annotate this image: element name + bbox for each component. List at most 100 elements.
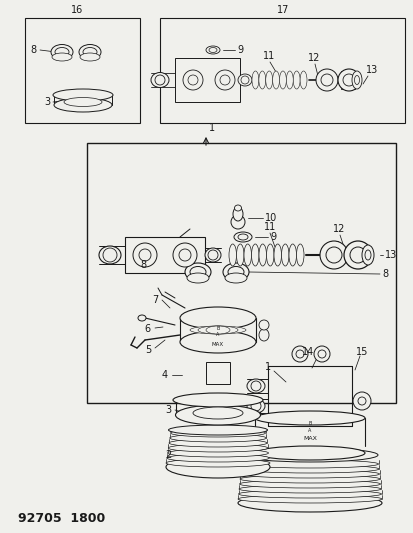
Ellipse shape xyxy=(233,207,243,221)
Circle shape xyxy=(251,401,261,411)
Text: MAX: MAX xyxy=(212,342,224,346)
Ellipse shape xyxy=(237,244,244,266)
Ellipse shape xyxy=(252,71,259,89)
Ellipse shape xyxy=(180,331,256,353)
Ellipse shape xyxy=(239,485,381,493)
Ellipse shape xyxy=(167,454,269,462)
Ellipse shape xyxy=(259,244,266,266)
Circle shape xyxy=(188,75,198,85)
Circle shape xyxy=(358,397,366,405)
Text: 14: 14 xyxy=(302,347,314,357)
Text: 8: 8 xyxy=(382,269,388,279)
Ellipse shape xyxy=(241,465,379,473)
Circle shape xyxy=(320,241,348,269)
Ellipse shape xyxy=(259,320,269,330)
Text: 15: 15 xyxy=(356,347,368,357)
Ellipse shape xyxy=(362,245,374,265)
Text: 1: 1 xyxy=(209,123,215,133)
Ellipse shape xyxy=(187,273,209,283)
Ellipse shape xyxy=(190,266,206,278)
Circle shape xyxy=(326,247,342,263)
Text: 6: 6 xyxy=(144,324,150,334)
Text: 11: 11 xyxy=(264,222,276,232)
Ellipse shape xyxy=(223,263,249,281)
Text: 2: 2 xyxy=(165,450,171,460)
Ellipse shape xyxy=(169,439,267,447)
Circle shape xyxy=(155,75,165,85)
Ellipse shape xyxy=(266,244,274,266)
Ellipse shape xyxy=(234,232,252,242)
Ellipse shape xyxy=(273,71,280,89)
Ellipse shape xyxy=(229,244,237,266)
Circle shape xyxy=(179,249,191,261)
Ellipse shape xyxy=(235,205,242,211)
Ellipse shape xyxy=(180,307,256,329)
Circle shape xyxy=(353,392,371,410)
Ellipse shape xyxy=(238,495,382,503)
Circle shape xyxy=(316,69,338,91)
Ellipse shape xyxy=(169,425,268,435)
Text: 8: 8 xyxy=(30,45,36,55)
Text: 5: 5 xyxy=(145,345,151,355)
Ellipse shape xyxy=(282,244,289,266)
Ellipse shape xyxy=(293,71,300,89)
Bar xyxy=(348,245,364,265)
Ellipse shape xyxy=(274,244,282,266)
Ellipse shape xyxy=(176,405,261,425)
Ellipse shape xyxy=(259,71,266,89)
Text: 92705  1800: 92705 1800 xyxy=(18,513,105,526)
Ellipse shape xyxy=(166,456,270,478)
Ellipse shape xyxy=(365,250,371,260)
Ellipse shape xyxy=(64,98,102,107)
Text: 12: 12 xyxy=(333,224,345,234)
Circle shape xyxy=(318,350,326,358)
Text: 13: 13 xyxy=(366,65,378,75)
Ellipse shape xyxy=(190,326,246,334)
Ellipse shape xyxy=(54,98,112,112)
Bar xyxy=(206,362,230,384)
Ellipse shape xyxy=(51,44,73,60)
Text: 4: 4 xyxy=(162,370,168,380)
Circle shape xyxy=(296,350,304,358)
Ellipse shape xyxy=(240,480,380,488)
Text: 8: 8 xyxy=(140,260,146,270)
Circle shape xyxy=(103,248,117,262)
Ellipse shape xyxy=(55,47,69,56)
Ellipse shape xyxy=(209,47,217,52)
Circle shape xyxy=(292,346,308,362)
Bar xyxy=(87,143,396,403)
Ellipse shape xyxy=(252,244,259,266)
Ellipse shape xyxy=(206,326,230,334)
Circle shape xyxy=(314,346,330,362)
Ellipse shape xyxy=(354,76,359,85)
Ellipse shape xyxy=(238,234,248,240)
Text: MAX: MAX xyxy=(303,437,317,441)
Ellipse shape xyxy=(255,411,365,425)
Ellipse shape xyxy=(300,71,307,89)
Circle shape xyxy=(321,74,333,86)
Ellipse shape xyxy=(247,379,265,393)
Text: 11: 11 xyxy=(263,51,275,61)
Circle shape xyxy=(251,381,261,391)
Ellipse shape xyxy=(240,470,380,478)
Ellipse shape xyxy=(168,444,268,452)
Circle shape xyxy=(344,241,372,269)
Circle shape xyxy=(133,243,157,267)
Ellipse shape xyxy=(83,47,97,56)
Ellipse shape xyxy=(244,244,252,266)
Ellipse shape xyxy=(240,475,380,483)
Ellipse shape xyxy=(231,215,245,229)
Text: 17: 17 xyxy=(277,5,289,15)
Ellipse shape xyxy=(247,399,265,413)
Ellipse shape xyxy=(206,46,220,54)
Text: A: A xyxy=(309,428,312,433)
Ellipse shape xyxy=(138,315,146,321)
Ellipse shape xyxy=(242,460,378,468)
Circle shape xyxy=(139,249,151,261)
Ellipse shape xyxy=(198,326,238,334)
Ellipse shape xyxy=(255,446,365,460)
Ellipse shape xyxy=(53,89,113,101)
Circle shape xyxy=(173,243,197,267)
Text: 12: 12 xyxy=(308,53,320,63)
Ellipse shape xyxy=(289,244,297,266)
